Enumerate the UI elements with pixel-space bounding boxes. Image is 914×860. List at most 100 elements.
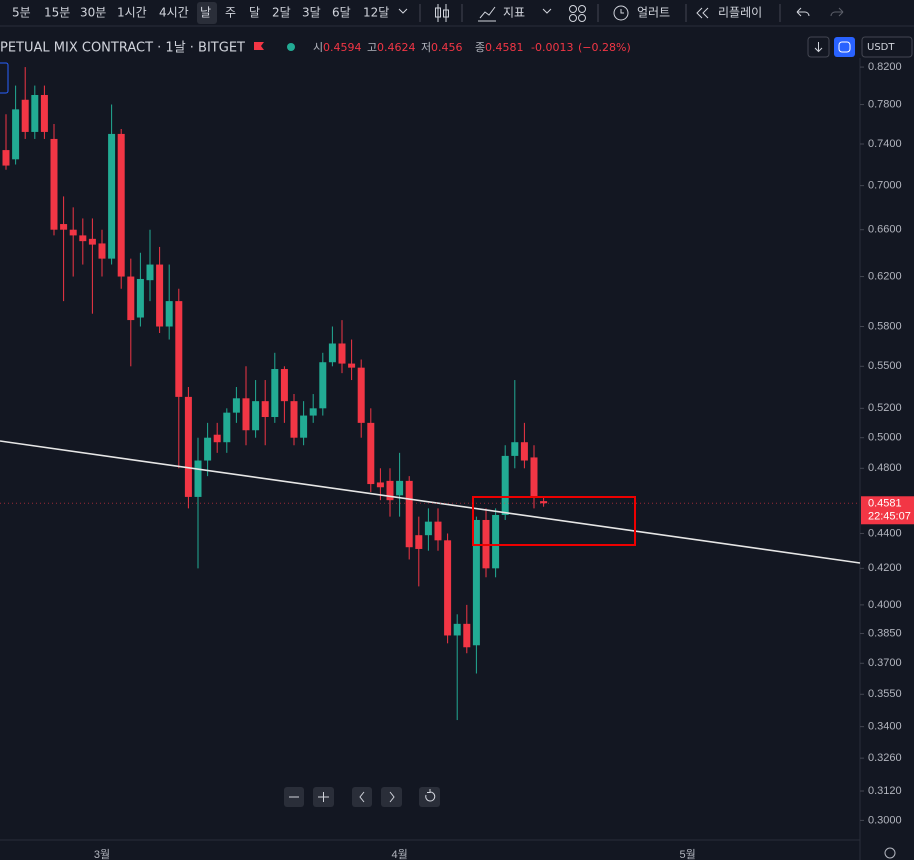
reset-button[interactable]	[419, 787, 440, 807]
candle-body	[88, 238, 96, 245]
alerts-button[interactable]: 얼러트	[637, 6, 670, 20]
interval-button[interactable]: 주	[225, 6, 236, 20]
interval-button[interactable]: 달	[249, 6, 260, 20]
candle-body	[232, 398, 240, 413]
sync-button[interactable]	[834, 37, 855, 57]
sync-icon	[838, 41, 851, 53]
candle-body	[530, 457, 538, 497]
high-label: 고	[367, 41, 377, 54]
indicators-button[interactable]: 지표	[503, 6, 525, 20]
interval-button[interactable]: 30분	[80, 6, 106, 20]
interval-button[interactable]: 6달	[332, 6, 351, 20]
candle-body	[319, 362, 327, 409]
interval-button[interactable]: 2달	[272, 6, 291, 20]
interval-button[interactable]: 12달	[363, 6, 389, 20]
zoom-out-button[interactable]	[284, 787, 304, 807]
y-tick-label: 0.3120	[868, 785, 902, 797]
candle-body	[492, 514, 500, 569]
selection-box	[0, 62, 9, 94]
y-tick-label: 0.3400	[868, 721, 902, 733]
y-tick-label: 0.5200	[868, 402, 902, 414]
symbol-title: PETUAL MIX CONTRACT · 1날 · BITGET	[0, 41, 245, 56]
y-tick-label: 0.3700	[868, 657, 902, 669]
candle-body	[280, 369, 288, 402]
candle-body	[444, 540, 452, 636]
active-interval-bg	[197, 2, 217, 24]
indicators-menu-icon[interactable]	[542, 8, 552, 14]
candle-body	[31, 95, 39, 132]
candle-body	[108, 133, 116, 259]
alert-icon[interactable]	[613, 5, 629, 21]
change-percent: (−0.28%)	[578, 41, 631, 54]
indicators-icon[interactable]	[478, 6, 496, 22]
undo-button[interactable]	[796, 7, 810, 17]
scroll-right-button[interactable]	[381, 787, 402, 807]
flag-icon[interactable]	[254, 42, 264, 50]
interval-button[interactable]: 1시간	[117, 6, 147, 20]
candle-body	[338, 343, 346, 364]
interval-button[interactable]: 3달	[302, 6, 321, 20]
y-tick-label: 0.5000	[868, 432, 902, 444]
candle-body	[405, 480, 413, 548]
candle-body	[271, 369, 279, 418]
open-label: 시	[313, 41, 323, 54]
layout-icon[interactable]	[569, 5, 586, 22]
interval-menu-icon[interactable]	[398, 8, 408, 14]
interval-button[interactable]: 4시간	[159, 6, 189, 20]
zoom-in-button[interactable]	[313, 787, 334, 807]
candle-body	[40, 95, 48, 132]
close-label: 종	[475, 41, 485, 54]
candle-body	[520, 442, 528, 461]
candle-body	[348, 363, 356, 368]
candle-body	[98, 243, 106, 259]
candle-body	[252, 401, 260, 431]
candle-body	[540, 501, 548, 504]
replay-button[interactable]: 리플레이	[718, 6, 762, 20]
candle-body	[21, 99, 29, 132]
open-value: 0.4594	[323, 41, 362, 54]
candle-body	[2, 150, 10, 166]
y-tick-label: 0.6600	[868, 224, 902, 236]
close-value: 0.4581	[485, 41, 524, 54]
candle-body	[386, 480, 394, 501]
y-tick-label: 0.8200	[868, 61, 902, 73]
candle-body	[434, 521, 442, 541]
x-tick-label: 4월	[391, 848, 407, 860]
scroll-left-button[interactable]	[352, 787, 372, 807]
candle-body	[501, 455, 509, 515]
candle-body	[300, 415, 308, 438]
low-label: 저	[421, 41, 431, 54]
candle-body	[146, 264, 154, 281]
candle-body	[223, 412, 231, 443]
interval-button[interactable]: 5분	[12, 6, 31, 20]
y-tick-label: 0.6200	[868, 270, 902, 282]
candle-body	[12, 109, 20, 160]
candle-body	[79, 235, 87, 242]
interval-button[interactable]: 날	[200, 6, 211, 20]
candle-type-icon[interactable]	[435, 4, 449, 22]
y-tick-label: 0.5800	[868, 320, 902, 332]
last-price-tag	[861, 496, 914, 525]
replay-icon[interactable]	[696, 7, 709, 19]
x-tick-label: 3월	[94, 848, 110, 860]
candle-body	[511, 442, 519, 456]
candle-body	[290, 401, 298, 438]
candle-body	[117, 133, 125, 277]
y-tick-label: 0.4400	[868, 527, 902, 539]
candle-body	[213, 434, 221, 443]
candle-body	[472, 519, 480, 646]
settings-icon[interactable]	[884, 847, 896, 859]
highlight-box	[472, 496, 636, 546]
candle-body	[261, 401, 269, 418]
currency-select[interactable]	[861, 36, 913, 58]
x-tick-label: 5월	[679, 848, 695, 860]
redo-button[interactable]	[830, 7, 844, 17]
interval-button[interactable]: 15분	[44, 6, 70, 20]
currency-label: USDT	[867, 42, 895, 53]
candle-body	[396, 480, 404, 496]
candle-body	[50, 138, 58, 230]
y-tick-label: 0.4000	[868, 599, 902, 611]
candle-body	[60, 224, 68, 230]
